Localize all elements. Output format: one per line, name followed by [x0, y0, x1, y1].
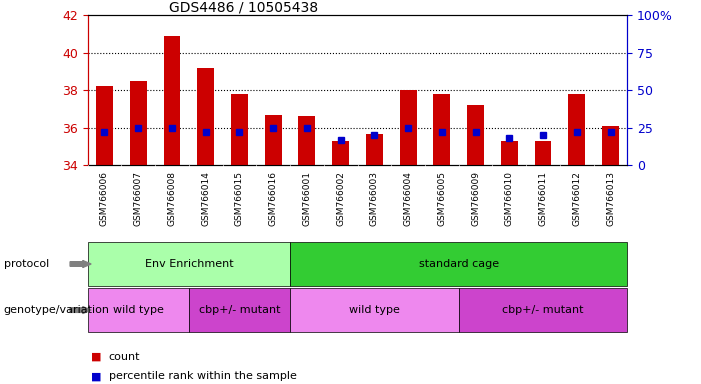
Text: GSM766003: GSM766003 — [370, 171, 379, 226]
Text: GSM766010: GSM766010 — [505, 171, 514, 226]
Bar — [96, 86, 113, 165]
Bar — [332, 141, 349, 165]
Bar — [535, 141, 552, 165]
Text: GSM766016: GSM766016 — [268, 171, 278, 226]
Text: wild type: wild type — [349, 305, 400, 315]
Text: GSM766011: GSM766011 — [538, 171, 547, 226]
Text: GSM766014: GSM766014 — [201, 171, 210, 226]
Text: GSM766001: GSM766001 — [302, 171, 311, 226]
Bar — [130, 81, 147, 165]
Bar — [265, 114, 282, 165]
Text: GSM766009: GSM766009 — [471, 171, 480, 226]
Bar — [433, 94, 450, 165]
Text: cbp+/- mutant: cbp+/- mutant — [503, 305, 584, 315]
Text: GSM766007: GSM766007 — [134, 171, 143, 226]
Text: GSM766002: GSM766002 — [336, 171, 345, 226]
Bar — [467, 105, 484, 165]
Text: ■: ■ — [91, 352, 102, 362]
Text: count: count — [109, 352, 140, 362]
Text: GSM766006: GSM766006 — [100, 171, 109, 226]
Text: GSM766013: GSM766013 — [606, 171, 615, 226]
Text: GDS4486 / 10505438: GDS4486 / 10505438 — [168, 0, 318, 14]
Text: Env Enrichment: Env Enrichment — [144, 259, 233, 269]
Bar — [231, 94, 248, 165]
Text: cbp+/- mutant: cbp+/- mutant — [198, 305, 280, 315]
Text: standard cage: standard cage — [418, 259, 499, 269]
Bar — [299, 116, 315, 165]
Text: wild type: wild type — [113, 305, 163, 315]
Text: ■: ■ — [91, 371, 102, 381]
Bar — [602, 126, 619, 165]
Text: GSM766005: GSM766005 — [437, 171, 447, 226]
Text: GSM766004: GSM766004 — [404, 171, 413, 226]
Text: genotype/variation: genotype/variation — [4, 305, 109, 315]
Bar — [366, 134, 383, 165]
Bar — [400, 90, 416, 165]
Bar — [197, 68, 214, 165]
Bar — [569, 94, 585, 165]
Bar — [501, 141, 518, 165]
Bar — [163, 36, 180, 165]
Text: protocol: protocol — [4, 259, 49, 269]
Text: GSM766012: GSM766012 — [572, 171, 581, 226]
Text: percentile rank within the sample: percentile rank within the sample — [109, 371, 297, 381]
Text: GSM766015: GSM766015 — [235, 171, 244, 226]
Text: GSM766008: GSM766008 — [168, 171, 177, 226]
